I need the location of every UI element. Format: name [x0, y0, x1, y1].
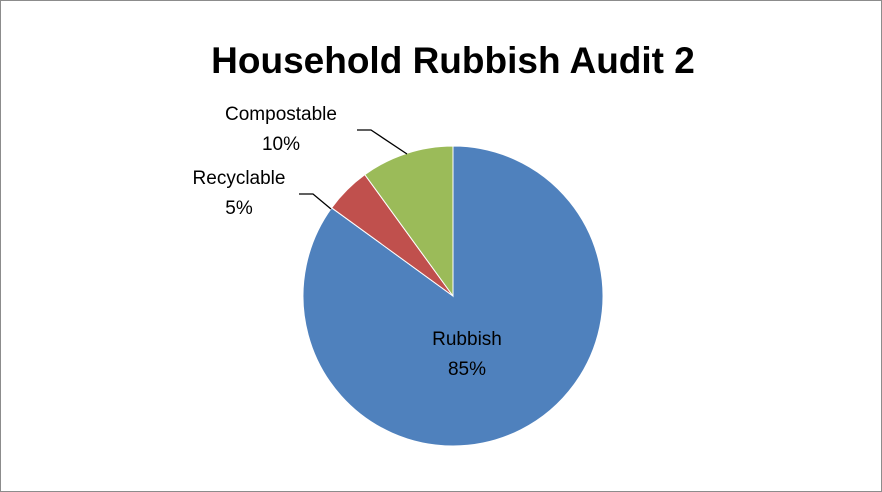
pie-slices [302, 145, 604, 447]
chart-title: Household Rubbish Audit 2 [211, 40, 695, 81]
leader-line-recyclable [299, 193, 332, 210]
data-labels: Rubbish 85% Recyclable 5% Compostable 10% [193, 104, 502, 380]
data-label-recyclable: Recyclable 5% [193, 168, 286, 219]
leader-line-compostable [357, 129, 408, 155]
leader-lines [299, 129, 408, 210]
data-label-compostable: Compostable 10% [225, 104, 337, 155]
data-label-rubbish: Rubbish 85% [432, 329, 502, 380]
